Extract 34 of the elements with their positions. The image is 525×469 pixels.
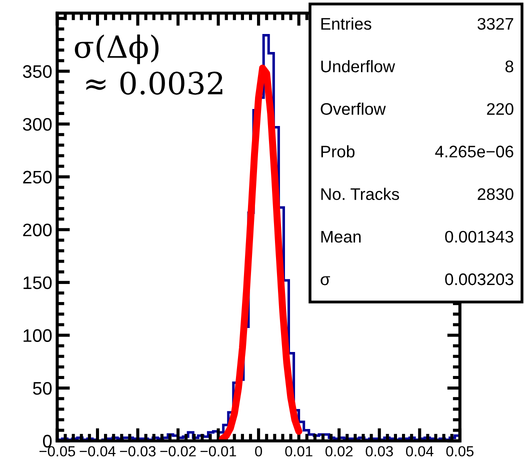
y-tick-label: 50 bbox=[33, 382, 52, 395]
annotation: Overflow bbox=[320, 102, 386, 115]
annotation: σ(Δϕ) ≈ 0.0032 bbox=[74, 34, 222, 95]
x-tick-label: 0.03 bbox=[366, 446, 393, 456]
x-tick-label: −0.01 bbox=[200, 446, 236, 456]
x-tick-label: −0.04 bbox=[80, 446, 116, 456]
annotation: Underflow bbox=[321, 60, 396, 72]
y-tick-label: 100 bbox=[24, 329, 52, 342]
annotation: No. Tracks bbox=[321, 188, 400, 200]
annotation: σ bbox=[320, 276, 330, 286]
x-tick-label: 0.01 bbox=[285, 446, 312, 456]
y-tick-label: 250 bbox=[23, 170, 52, 184]
text: 220 bbox=[487, 103, 514, 115]
x-tick-label: −0.02 bbox=[160, 446, 196, 456]
y-tick-label: 0 bbox=[43, 434, 52, 448]
text: 2830 bbox=[478, 188, 514, 200]
annotation: Prob bbox=[321, 145, 355, 158]
y-tick-label: 200 bbox=[23, 224, 52, 236]
x-tick-label: −0.05 bbox=[39, 446, 76, 456]
text: 3327 bbox=[478, 18, 514, 30]
annotation: 0.003203 bbox=[445, 273, 514, 286]
annotation: Mean bbox=[321, 230, 361, 243]
annotation: 0.001343 bbox=[445, 230, 514, 243]
x-tick-label: 0 bbox=[255, 446, 262, 456]
y-tick-label: 150 bbox=[24, 276, 52, 290]
x-tick-label: 0.02 bbox=[325, 446, 353, 456]
x-tick-label: 0.05 bbox=[446, 446, 474, 456]
y-tick-label: 350 bbox=[22, 65, 52, 78]
y-tick-label: 300 bbox=[22, 118, 52, 131]
annotation: 4.265e−06 bbox=[435, 146, 514, 158]
annotation: Entries bbox=[321, 18, 372, 30]
text: 8 bbox=[505, 60, 514, 72]
x-tick-label: 0.04 bbox=[406, 446, 434, 456]
x-tick-label: −0.03 bbox=[120, 446, 156, 456]
